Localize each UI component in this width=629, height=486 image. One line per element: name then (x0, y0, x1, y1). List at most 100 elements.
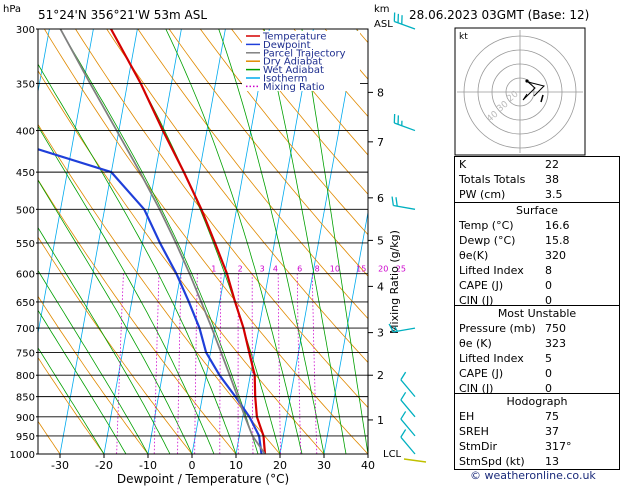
isotherm-line (147, 29, 226, 454)
hodo-row: StmDir 317° (455, 439, 619, 454)
wind-barb (400, 429, 416, 455)
asl-label: ASL (374, 19, 393, 30)
temperature-line (110, 29, 267, 454)
surface-label: CAPE (J) (459, 279, 504, 292)
index-row: PW (cm) 3.5 (455, 187, 619, 202)
dry-adiabat-line (168, 29, 368, 277)
wind-barb-flag (400, 411, 407, 420)
wind-barb-flag (400, 429, 407, 438)
surface-value: 8 (545, 264, 552, 277)
surface-value: 16.6 (545, 219, 570, 232)
dry-adiabat-line (293, 29, 368, 118)
pressure-tick-label: 1000 (10, 450, 35, 461)
hodograph-kt-label: kt (459, 32, 468, 42)
pressure-tick-label: 350 (16, 79, 35, 90)
mixing-ratio-line (153, 273, 160, 454)
pressure-tick-label: 600 (16, 270, 35, 281)
hodo-label: EH (459, 410, 475, 423)
unstable-row: Lifted Index 5 (455, 351, 619, 366)
unstable-label: CAPE (J) (459, 367, 504, 380)
mixing-ratio-line (296, 273, 302, 454)
index-label: Totals Totals (459, 173, 526, 186)
pressure-tick-label: 750 (16, 348, 35, 359)
wind-barb-flag (394, 326, 398, 332)
unstable-value: 323 (545, 337, 566, 350)
mixing-ratio-label: 4 (273, 265, 278, 274)
mixing-ratio-label: 8 (315, 265, 320, 274)
hodo-value: 13 (545, 455, 559, 468)
pressure-tick-label: 900 (16, 413, 35, 424)
station-label: 51°24'N 356°21'W 53m ASL (38, 8, 208, 22)
dry-adiabat-line (262, 29, 368, 156)
mixing-ratio-label: 2 (238, 265, 243, 274)
hpa-label: hPa (3, 4, 21, 15)
hodo-label: StmDir (459, 440, 498, 453)
pressure-tick-label: 850 (16, 393, 35, 404)
index-label: K (459, 158, 467, 171)
wind-barb (400, 371, 416, 398)
hodo-value: 75 (545, 410, 559, 423)
surface-box: Surface Temp (°C) 16.6 Dewp (°C) 15.8 θe(K) 3… (454, 202, 620, 309)
wind-barb-flag (400, 371, 407, 381)
mixing-ratio-line (251, 273, 254, 454)
legend-label: Parcel Trajectory (263, 48, 346, 59)
unstable-label: Pressure (mb) (459, 322, 536, 335)
pressure-tick-label: 650 (16, 298, 35, 309)
wet-adiabat-line (38, 309, 127, 454)
hodo-value: 317° (545, 440, 572, 453)
legend-label: Isotherm (263, 74, 307, 85)
surface-value: 15.8 (545, 234, 570, 247)
unstable-value: 0 (545, 382, 552, 395)
isotherm-line (0, 0, 17, 471)
datetime-label: 28.06.2023 03GMT (Base: 12) (409, 8, 590, 22)
surface-wind-marker (403, 458, 427, 463)
mixing-ratio-line (311, 273, 318, 454)
index-value: 3.5 (545, 188, 563, 201)
x-axis-label: Dewpoint / Temperature (°C) (117, 472, 289, 486)
unstable-label: θe (K) (459, 337, 492, 350)
x-tick-label: -30 (51, 459, 69, 472)
hodograph-index-box: Hodograph EH 75 SREH 37 StmDir 317° StmSpd (kt… (454, 393, 620, 470)
wind-barb (388, 323, 416, 333)
isotherm-line (323, 210, 368, 454)
index-value: 38 (545, 173, 559, 186)
km-tick-label: 1 (377, 414, 384, 427)
copyright: © weatheronline.co.uk (470, 469, 596, 482)
legend-label: Dewpoint (263, 40, 311, 51)
unstable-row: CIN (J) 0 (455, 381, 619, 396)
dry-adiabat-line (231, 29, 368, 195)
surface-value: 320 (545, 249, 566, 262)
mixing-ratio-label: 20 (378, 265, 388, 274)
mixing-ratio-line (116, 273, 124, 454)
surface-row: CAPE (J) 0 (455, 278, 619, 293)
pressure-tick-label: 800 (16, 371, 35, 382)
mixing-ratio-line (194, 273, 198, 454)
wind-barb-staff (400, 418, 416, 437)
mixing-ratio-label: 1 (211, 265, 216, 274)
hodograph-title: Hodograph (506, 395, 568, 408)
km-tick-label: 4 (377, 280, 384, 293)
legend-label: Dry Adiabat (263, 57, 322, 68)
pressure-tick-label: 300 (16, 25, 35, 36)
mixing-ratio-line (177, 273, 182, 454)
hodo-label: StmSpd (kt) (459, 455, 525, 468)
mixing-ratio-label: 3 (260, 265, 265, 274)
mixing-ratio-label: 6 (297, 265, 302, 274)
x-tick-label: -20 (95, 459, 113, 472)
dewpoint-line (38, 148, 263, 454)
dry-adiabat-line (38, 356, 105, 454)
unstable-label: CIN (J) (459, 382, 494, 395)
hodo-row: SREH 37 (455, 424, 619, 439)
hodo-row: StmSpd (kt) 13 (455, 454, 619, 469)
legend-label: Wet Adiabat (263, 65, 324, 76)
wind-barb-flag (395, 197, 398, 207)
mixing-ratio-label: 10 (330, 265, 340, 274)
surface-value: 0 (545, 294, 552, 307)
pressure-tick-label: 550 (16, 239, 35, 250)
surface-row: CIN (J) 0 (455, 293, 619, 308)
x-tick-label: 20 (273, 459, 287, 472)
km-tick-label: 6 (377, 192, 384, 205)
